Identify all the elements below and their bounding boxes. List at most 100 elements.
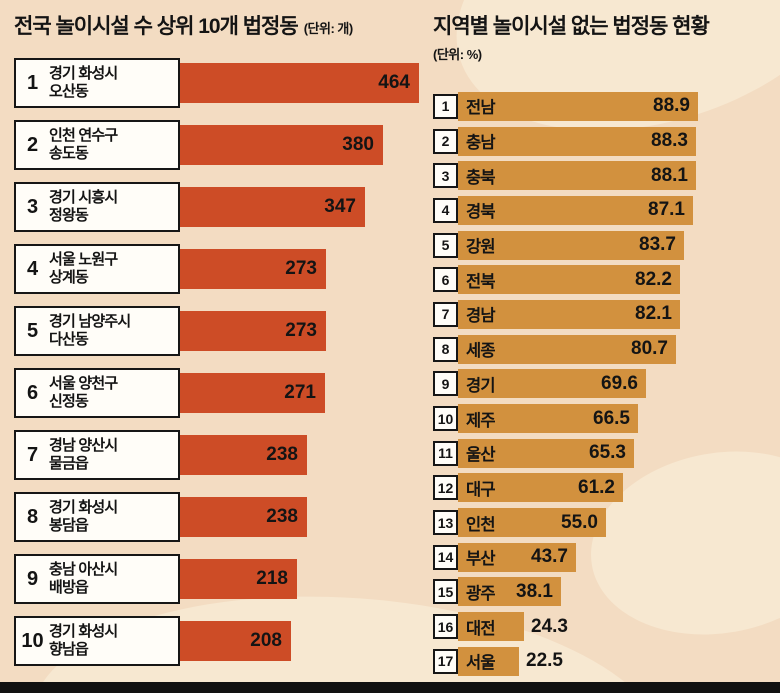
region-label: 충남 (466, 134, 496, 153)
left-chart-row: 10 경기 화성시 향남읍 208 (14, 610, 419, 672)
rank-number: 4 (26, 257, 39, 280)
bar-value: 271 (284, 382, 316, 403)
bar-value: 69.6 (601, 372, 638, 394)
region-label: 울산 (466, 446, 496, 465)
bar-value: 83.7 (639, 234, 676, 256)
bar-value: 88.1 (651, 164, 688, 186)
rank-number: 7 (26, 443, 39, 466)
rank-label-box: 3 경기 시흥시 정왕동 (14, 182, 180, 232)
rank-number: 10 (21, 629, 44, 652)
bar-value: 88.3 (651, 130, 688, 152)
region-label: 경기 화성시 오산동 (49, 65, 118, 100)
right-chart-row: 2 충남 88.3 (433, 124, 780, 159)
facility-count-bar: 238 (180, 435, 307, 475)
rank-number-box: 3 (433, 163, 458, 189)
no-facility-percent-bar: 전남 88.9 (458, 91, 698, 121)
rank-number-box: 2 (433, 128, 458, 154)
bar-value: 82.2 (635, 268, 672, 290)
region-label: 경남 양산시 물금읍 (49, 437, 118, 472)
right-chart-row: 9 경기 69.6 (433, 367, 780, 402)
rank-number-box: 4 (433, 197, 458, 223)
bar-value: 80.7 (631, 338, 668, 360)
rank-number: 9 (26, 567, 39, 590)
left-chart-row: 4 서울 노원구 상계동 273 (14, 238, 419, 300)
no-facility-percent-bar: 대전 (458, 612, 524, 642)
left-chart-row: 9 충남 아산시 배방읍 218 (14, 548, 419, 610)
bottom-black-bar (0, 682, 780, 693)
bar-value: 218 (256, 568, 288, 589)
left-chart-section: 전국 놀이시설 수 상위 10개 법정동 (단위: 개) 1 경기 화성시 오산동 4… (14, 10, 419, 679)
bar-value: 87.1 (648, 199, 685, 221)
right-chart-header: 지역별 놀이시설 없는 법정동 현황 (단위: %) (433, 10, 780, 63)
left-chart-row: 2 인천 연수구 송도동 380 (14, 114, 419, 176)
left-chart-row: 8 경기 화성시 봉담읍 238 (14, 486, 419, 548)
left-chart-header: 전국 놀이시설 수 상위 10개 법정동 (단위: 개) (14, 10, 419, 40)
rank-number-box: 14 (433, 544, 458, 570)
left-chart-row: 3 경기 시흥시 정왕동 347 (14, 176, 419, 238)
facility-count-bar: 273 (180, 249, 326, 289)
region-label: 대전 (466, 619, 496, 638)
bar-value: 55.0 (561, 511, 598, 533)
bar-value: 66.5 (593, 407, 630, 429)
region-label: 경기 남양주시 다산동 (49, 313, 131, 348)
bar-value: 24.3 (531, 615, 568, 637)
no-facility-percent-bar: 전북 82.2 (458, 265, 680, 295)
left-chart-row: 6 서울 양천구 신정동 271 (14, 362, 419, 424)
right-chart-row: 4 경북 87.1 (433, 193, 780, 228)
facility-count-bar: 271 (180, 373, 325, 413)
left-chart-rows: 1 경기 화성시 오산동 464 2 인천 연수구 송도동 380 3 경기 시흥시 정왕동 347 4… (14, 52, 419, 672)
right-chart-unit-label: (단위: %) (433, 47, 482, 62)
rank-label-box: 9 충남 아산시 배방읍 (14, 554, 180, 604)
rank-number-box: 9 (433, 371, 458, 397)
bar-value: 347 (324, 196, 356, 217)
rank-label-box: 7 경남 양산시 물금읍 (14, 430, 180, 480)
right-chart-section: 지역별 놀이시설 없는 법정동 현황 (단위: %) 1 전남 88.9 2 충남 88.… (433, 10, 780, 679)
rank-number-box: 8 (433, 336, 458, 362)
region-label: 강원 (466, 238, 496, 257)
rank-number-box: 6 (433, 267, 458, 293)
no-facility-percent-bar: 경남 82.1 (458, 299, 680, 329)
right-chart-title: 지역별 놀이시설 없는 법정동 현황 (433, 15, 710, 38)
rank-label-box: 2 인천 연수구 송도동 (14, 120, 180, 170)
bar-value: 82.1 (635, 303, 672, 325)
no-facility-percent-bar: 대구 61.2 (458, 473, 623, 503)
rank-label-box: 4 서울 노원구 상계동 (14, 244, 180, 294)
right-chart-row: 6 전북 82.2 (433, 262, 780, 297)
region-label: 충북 (466, 168, 496, 187)
no-facility-percent-bar: 제주 66.5 (458, 404, 638, 434)
region-label: 충남 아산시 배방읍 (49, 561, 118, 596)
right-chart-rows: 1 전남 88.9 2 충남 88.3 3 충북 88.1 4 경북 87.1 5 강원 83.7 6 전북 82… (433, 89, 780, 679)
bar-value: 273 (285, 258, 317, 279)
right-chart-row: 14 부산 43.7 (433, 540, 780, 575)
rank-number-box: 1 (433, 93, 458, 119)
bar-value: 208 (250, 630, 282, 651)
rank-number-box: 10 (433, 406, 458, 432)
facility-count-bar: 218 (180, 559, 297, 599)
rank-number-box: 17 (433, 648, 458, 674)
left-chart-row: 1 경기 화성시 오산동 464 (14, 52, 419, 114)
rank-label-box: 5 경기 남양주시 다산동 (14, 306, 180, 356)
right-chart-row: 8 세종 80.7 (433, 332, 780, 367)
facility-count-bar: 273 (180, 311, 326, 351)
rank-label-box: 1 경기 화성시 오산동 (14, 58, 180, 108)
right-chart-row: 10 제주 66.5 (433, 401, 780, 436)
bar-value: 65.3 (589, 442, 626, 464)
left-chart-row: 5 경기 남양주시 다산동 273 (14, 300, 419, 362)
region-label: 부산 (466, 550, 496, 569)
no-facility-percent-bar: 충북 88.1 (458, 161, 696, 191)
region-label: 인천 연수구 송도동 (49, 127, 118, 162)
facility-count-bar: 380 (180, 125, 383, 165)
region-label: 전남 (466, 99, 496, 118)
rank-number-box: 5 (433, 232, 458, 258)
rank-number-box: 7 (433, 301, 458, 327)
bar-value: 380 (342, 134, 374, 155)
rank-number: 3 (26, 195, 39, 218)
rank-label-box: 8 경기 화성시 봉담읍 (14, 492, 180, 542)
no-facility-percent-bar: 인천 55.0 (458, 508, 606, 538)
no-facility-percent-bar: 경북 87.1 (458, 195, 693, 225)
region-label: 세종 (466, 342, 496, 361)
right-chart-row: 15 광주 38.1 (433, 575, 780, 610)
no-facility-percent-bar: 울산 65.3 (458, 438, 634, 468)
region-label: 경기 화성시 봉담읍 (49, 499, 118, 534)
left-chart-unit-label: (단위: 개) (303, 21, 353, 36)
